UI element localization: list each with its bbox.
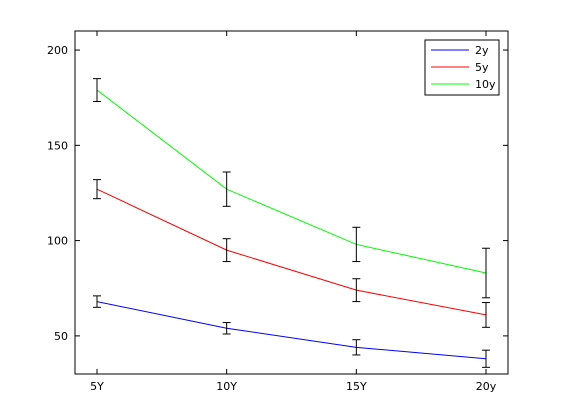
- series-layer: [93, 78, 490, 368]
- error-bar: [352, 278, 361, 303]
- x-axis: 5Y 10Y 15Y 20y: [90, 31, 497, 393]
- error-bar: [222, 322, 231, 335]
- error-bar: [93, 78, 101, 103]
- y-tick-label: 100: [47, 235, 68, 248]
- error-bar: [352, 226, 361, 263]
- y-axis: 50 100 150 200: [47, 44, 508, 343]
- y-tick-label: 50: [54, 330, 68, 343]
- legend: 2y 5y 10y: [424, 39, 500, 96]
- error-bar: [482, 302, 490, 328]
- legend-label-5y: 5y: [475, 61, 489, 74]
- error-bar: [482, 349, 490, 368]
- series-line-10y: [96, 89, 487, 274]
- error-bar: [222, 238, 231, 263]
- error-bar: [93, 179, 101, 200]
- x-tick-label: 5Y: [90, 380, 104, 393]
- error-bar: [93, 295, 101, 308]
- error-bar: [222, 171, 231, 207]
- x-tick-label: 20y: [476, 380, 497, 393]
- legend-label-10y: 10y: [475, 78, 496, 91]
- legend-label-2y: 2y: [475, 44, 489, 57]
- error-bar: [482, 247, 490, 299]
- x-tick-label: 15Y: [346, 380, 367, 393]
- series-line-5y: [96, 188, 487, 316]
- x-tick-label: 10Y: [216, 380, 237, 393]
- y-tick-label: 150: [47, 139, 68, 152]
- y-tick-label: 200: [47, 44, 68, 57]
- series-line-2y: [96, 301, 487, 360]
- error-bar: [352, 339, 361, 356]
